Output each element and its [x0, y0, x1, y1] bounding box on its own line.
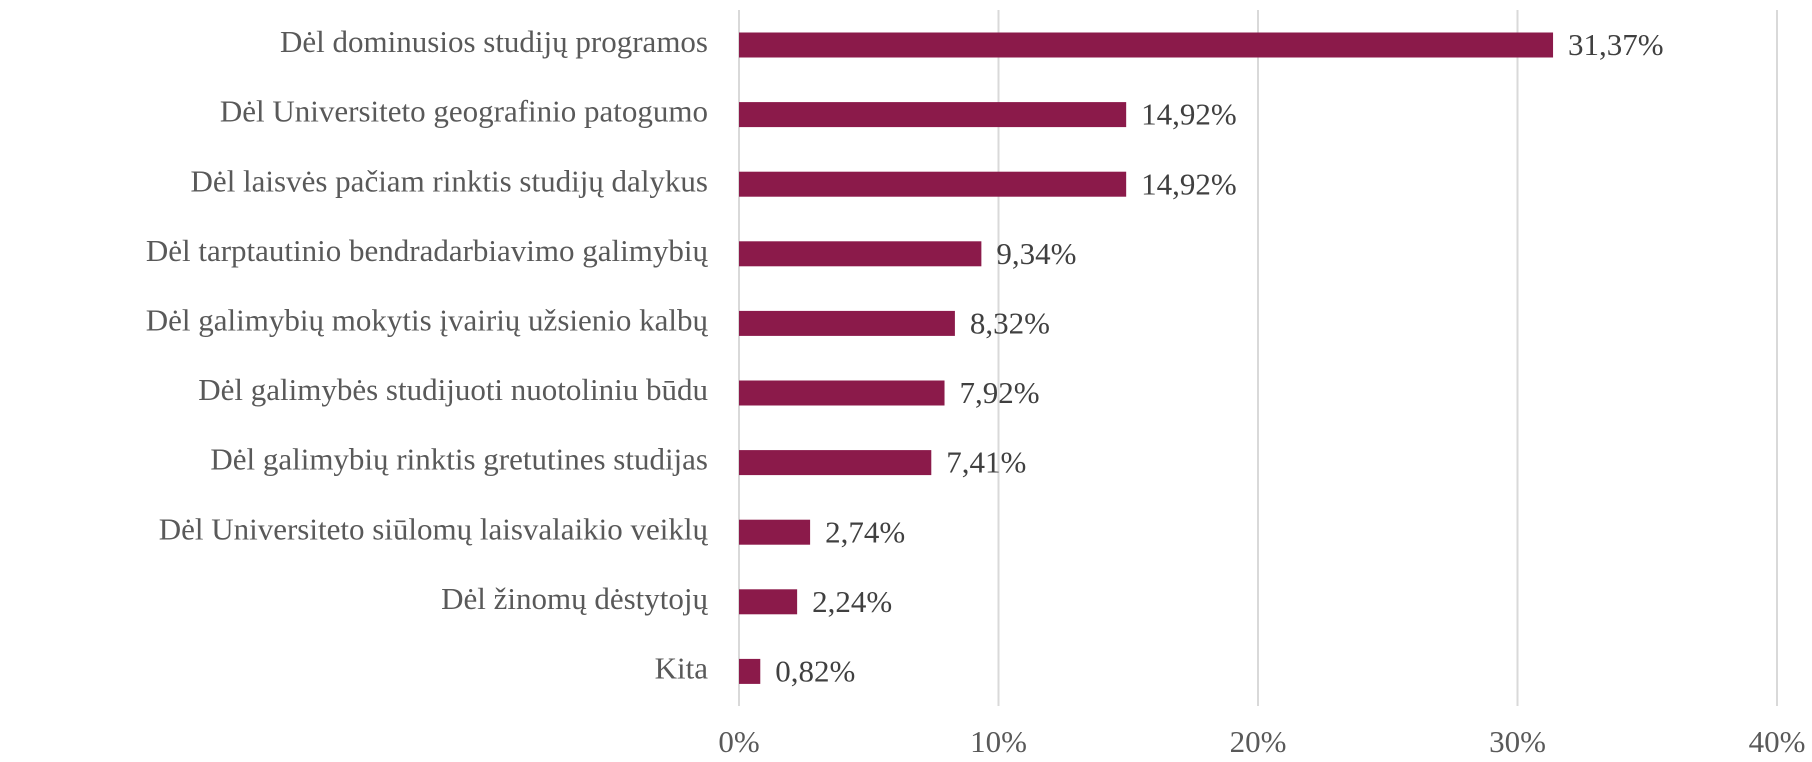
data-label: 2,74%	[825, 514, 905, 549]
data-label: 8,32%	[970, 306, 1050, 341]
data-label: 14,92%	[1141, 97, 1237, 132]
bar	[739, 310, 955, 336]
x-tick-label: 40%	[1749, 724, 1806, 759]
data-label: 2,24%	[812, 584, 892, 619]
x-tick-label: 20%	[1230, 724, 1287, 759]
y-tick-label: Dėl laisvės pačiam rinktis studijų dalyk…	[191, 163, 708, 198]
bar	[739, 380, 945, 406]
bar	[739, 658, 761, 684]
y-tick-label: Dėl tarptautinio bendradarbiavimo galimy…	[146, 233, 709, 268]
y-tick-label: Dėl dominusios studijų programos	[280, 24, 708, 59]
y-tick-label: Dėl Universiteto geografinio patogumo	[220, 94, 708, 129]
y-tick-label: Dėl galimybių mokytis įvairių užsienio k…	[146, 303, 709, 338]
x-tick-label: 10%	[970, 724, 1027, 759]
y-tick-label: Dėl galimybės studijuoti nuotoliniu būdu	[198, 372, 708, 407]
bar	[739, 102, 1127, 128]
y-tick-label: Dėl galimybių rinktis gretutines studija…	[210, 442, 708, 477]
data-label: 0,82%	[775, 654, 855, 689]
bar	[739, 171, 1127, 197]
x-tick-label: 30%	[1489, 724, 1546, 759]
y-tick-label: Kita	[655, 651, 709, 686]
data-label: 31,37%	[1568, 27, 1664, 62]
y-tick-label: Dėl žinomų dėstytojų	[441, 581, 708, 616]
bar	[739, 589, 798, 615]
bar	[739, 241, 982, 267]
data-label: 14,92%	[1141, 166, 1237, 201]
y-tick-label: Dėl Universiteto siūlomų laisvalaikio ve…	[159, 511, 709, 546]
data-label: 7,41%	[946, 445, 1026, 480]
data-label: 7,92%	[960, 375, 1040, 410]
bar	[739, 519, 811, 545]
bar	[739, 450, 932, 476]
data-label: 9,34%	[996, 236, 1076, 271]
x-tick-label: 0%	[718, 724, 759, 759]
bar	[739, 32, 1554, 58]
